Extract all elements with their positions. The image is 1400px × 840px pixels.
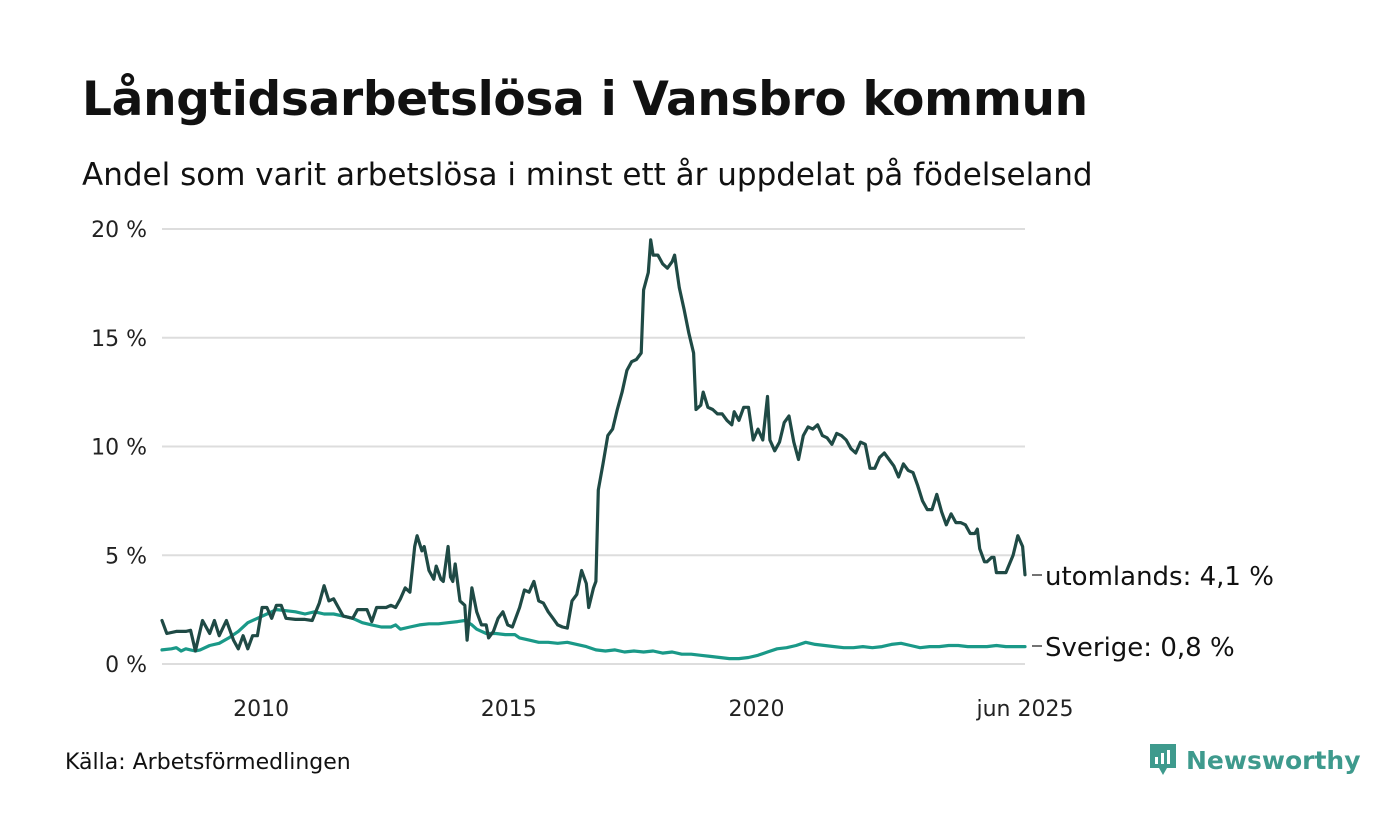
source-note: Källa: Arbetsförmedlingen: [65, 750, 351, 775]
chart-subtitle: Andel som varit arbetslösa i minst ett å…: [82, 157, 1093, 193]
brand-logo: Newsworthy: [1148, 742, 1361, 778]
y-tick-label: 15 %: [91, 327, 147, 352]
brand-name: Newsworthy: [1186, 745, 1361, 775]
end-label-sverige: Sverige: 0,8 %: [1045, 633, 1235, 663]
x-tick-label: 2015: [481, 697, 537, 722]
y-tick-label: 10 %: [91, 436, 147, 461]
x-tick-label: 2010: [233, 697, 289, 722]
x-tick-label: 2020: [728, 697, 784, 722]
y-tick-label: 20 %: [91, 218, 147, 243]
y-tick-label: 5 %: [105, 544, 147, 569]
end-label-utomlands: utomlands: 4,1 %: [1045, 562, 1274, 592]
series-line-utomlands: [160, 238, 1027, 653]
series-line-sverige: [160, 608, 1027, 661]
y-axis-ticks: 0 % 5 % 10 % 15 % 20 %: [91, 218, 147, 678]
x-axis-ticks: 2010 2015 2020 jun 2025: [233, 697, 1073, 722]
chart-title: Långtidsarbetslösa i Vansbro kommun: [82, 72, 1088, 127]
y-tick-label: 0 %: [105, 653, 147, 678]
end-labels: utomlands: 4,1 % Sverige: 0,8 %: [1032, 562, 1274, 663]
x-tick-label: jun 2025: [976, 697, 1074, 722]
newsworthy-logo-icon: [1150, 744, 1176, 775]
grid-lines: [162, 228, 1025, 665]
series-lines: [160, 238, 1027, 661]
